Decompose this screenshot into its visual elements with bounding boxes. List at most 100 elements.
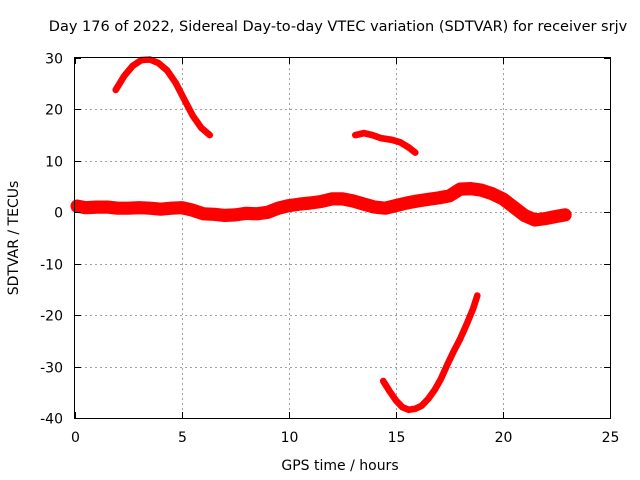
data-point bbox=[180, 206, 184, 210]
data-point bbox=[394, 399, 398, 402]
data-point bbox=[383, 206, 387, 210]
data-point bbox=[287, 204, 291, 208]
data-point bbox=[439, 377, 443, 381]
data-point bbox=[148, 206, 152, 210]
data-point bbox=[433, 388, 436, 392]
data-point bbox=[122, 74, 126, 78]
data-point bbox=[555, 214, 558, 218]
data-point bbox=[137, 206, 141, 210]
data-point bbox=[169, 206, 173, 210]
series-arc-A bbox=[112, 56, 214, 139]
plot-frame bbox=[74, 57, 611, 419]
data-point bbox=[174, 81, 178, 85]
chart-title: Day 176 of 2022, Sidereal Day-to-day VTE… bbox=[49, 19, 628, 35]
series-line bbox=[379, 292, 481, 414]
data-point bbox=[415, 199, 419, 203]
data-point bbox=[341, 197, 344, 201]
data-point bbox=[131, 64, 135, 68]
data-point bbox=[465, 322, 469, 326]
data-point bbox=[381, 379, 385, 383]
data-point bbox=[191, 208, 195, 212]
data-point bbox=[426, 197, 430, 201]
data-point bbox=[388, 389, 392, 393]
data-point bbox=[458, 337, 462, 341]
tick-labels: 0 5 10 15 20 25 -40 -30 -20 -10 0 10 20 30 bbox=[40, 52, 619, 447]
x-tick-label: 10 bbox=[281, 430, 299, 446]
data-point bbox=[148, 58, 152, 61]
data-point bbox=[448, 194, 451, 198]
data-point bbox=[452, 349, 456, 353]
data-point bbox=[165, 68, 169, 72]
data-point bbox=[362, 131, 366, 135]
data-point bbox=[114, 88, 118, 92]
y-tick-label: 10 bbox=[45, 155, 63, 171]
grid-lines bbox=[75, 58, 610, 418]
data-series bbox=[70, 56, 572, 414]
data-point bbox=[407, 146, 411, 149]
data-point bbox=[298, 202, 302, 206]
data-point bbox=[116, 206, 120, 210]
data-point bbox=[75, 204, 79, 208]
series-line bbox=[352, 129, 419, 156]
data-point bbox=[191, 114, 195, 118]
data-point bbox=[255, 212, 259, 216]
data-point bbox=[490, 192, 494, 196]
data-point bbox=[475, 294, 479, 298]
y-tick-label: 30 bbox=[45, 52, 63, 68]
data-point bbox=[373, 205, 377, 209]
data-point bbox=[308, 201, 312, 205]
data-point bbox=[201, 212, 205, 216]
data-point bbox=[437, 196, 441, 200]
x-tick-label: 15 bbox=[388, 430, 406, 446]
data-point bbox=[330, 197, 334, 201]
data-point bbox=[544, 217, 548, 220]
data-point bbox=[469, 187, 473, 191]
data-point bbox=[458, 187, 462, 191]
data-point bbox=[266, 210, 270, 214]
data-point bbox=[223, 213, 227, 217]
data-point bbox=[362, 202, 366, 206]
x-axis-label: GPS time / hours bbox=[281, 458, 398, 474]
data-point bbox=[379, 136, 383, 140]
series-main-band bbox=[70, 182, 572, 227]
data-point bbox=[400, 405, 404, 409]
data-point bbox=[208, 133, 212, 137]
data-point bbox=[105, 205, 109, 209]
data-point bbox=[276, 206, 280, 210]
data-point bbox=[398, 140, 402, 144]
data-point bbox=[94, 205, 98, 209]
y-tick-label: 20 bbox=[45, 103, 63, 119]
data-point bbox=[351, 199, 355, 203]
y-tick-label: 0 bbox=[54, 206, 63, 222]
data-point bbox=[244, 211, 248, 215]
data-point bbox=[212, 212, 216, 216]
data-point bbox=[533, 218, 537, 222]
data-point bbox=[319, 200, 323, 203]
series-arc-C bbox=[379, 292, 481, 414]
data-point bbox=[394, 204, 398, 208]
axis-ticks bbox=[75, 58, 611, 419]
data-point bbox=[159, 207, 163, 211]
x-tick-label: 5 bbox=[178, 430, 187, 446]
data-point bbox=[157, 61, 160, 65]
x-tick-label: 20 bbox=[495, 430, 513, 446]
data-point bbox=[420, 404, 424, 408]
data-point bbox=[563, 213, 567, 217]
series-line bbox=[112, 56, 214, 139]
y-axis-label: SDTVAR / TECUs bbox=[6, 181, 22, 296]
data-point bbox=[501, 197, 505, 201]
series-arc-B bbox=[352, 129, 419, 156]
data-point bbox=[139, 58, 143, 62]
x-tick-label: 0 bbox=[71, 430, 80, 446]
data-point bbox=[407, 408, 411, 412]
x-tick-label: 25 bbox=[602, 430, 620, 446]
data-point bbox=[405, 201, 409, 205]
data-point bbox=[522, 213, 526, 217]
data-point bbox=[426, 397, 430, 401]
y-tick-label: -20 bbox=[40, 309, 63, 325]
y-tick-label: -10 bbox=[40, 258, 63, 274]
data-point bbox=[127, 206, 130, 210]
data-point bbox=[199, 126, 203, 130]
data-point bbox=[182, 97, 186, 101]
